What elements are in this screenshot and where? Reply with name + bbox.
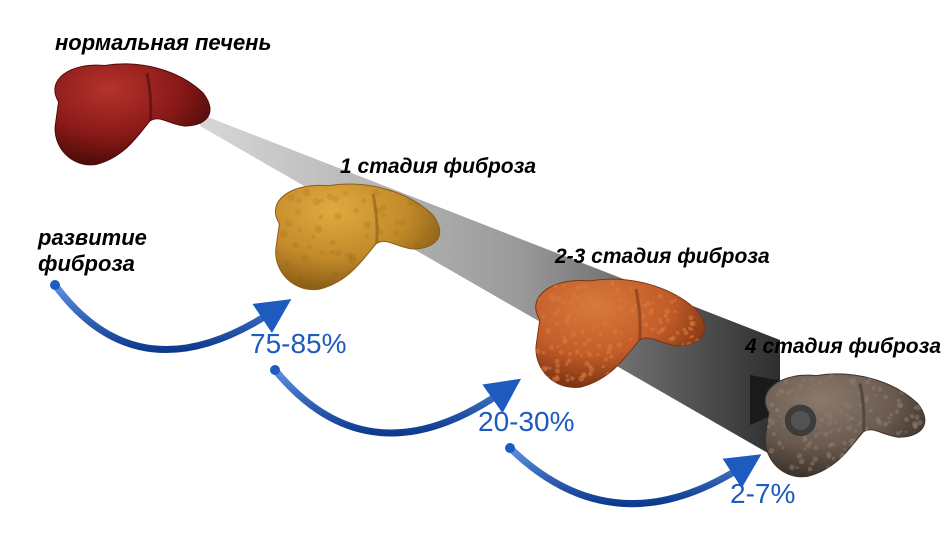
percent-1: 75-85%	[250, 328, 347, 360]
arrow-2	[275, 370, 505, 433]
liver-normal	[45, 60, 215, 170]
label-stage4: 4 стадия фиброза	[745, 335, 941, 359]
label-development: развитие фиброза	[38, 225, 147, 277]
percent-2: 20-30%	[478, 406, 575, 438]
label-stage23: 2-3 стадия фиброза	[555, 245, 770, 269]
label-normal: нормальная печень	[55, 30, 272, 56]
liver-stage1	[265, 180, 445, 295]
percent-3: 2-7%	[730, 478, 795, 510]
label-stage1: 1 стадия фиброза	[340, 155, 536, 179]
liver-stage23	[525, 275, 710, 393]
liver-stage4	[755, 370, 930, 482]
arrow-1	[55, 285, 275, 350]
arrow-3	[510, 448, 745, 504]
